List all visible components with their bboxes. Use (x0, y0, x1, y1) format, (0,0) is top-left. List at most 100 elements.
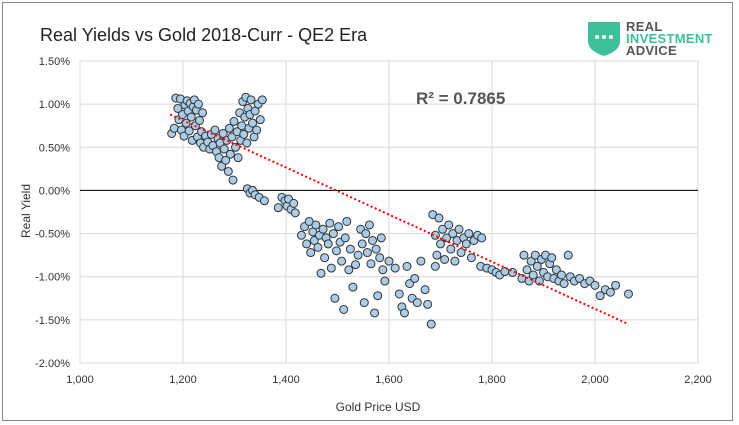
data-point (611, 280, 621, 290)
data-point (311, 220, 321, 230)
data-point (353, 250, 363, 260)
data-point (306, 248, 316, 258)
data-point (373, 291, 383, 301)
data-point (423, 299, 433, 309)
data-point (224, 123, 234, 133)
y-tick-label: -2.00% (35, 358, 70, 370)
data-point (440, 254, 450, 264)
data-point (590, 280, 600, 290)
data-point (257, 95, 267, 105)
data-point (229, 116, 239, 126)
data-point (242, 138, 252, 148)
data-point (198, 108, 208, 118)
data-point (454, 224, 464, 234)
chart-frame: Real Yields vs Gold 2018-Curr - QE2 Era … (2, 2, 733, 421)
data-point (378, 265, 388, 275)
data-point (231, 142, 241, 152)
data-point (375, 253, 385, 263)
data-point (412, 298, 422, 308)
x-tick-label: 1,000 (66, 374, 94, 386)
y-tick-label: 1.00% (39, 99, 70, 111)
data-point (380, 276, 390, 286)
data-point (436, 239, 445, 249)
data-point (252, 125, 262, 135)
data-point (361, 229, 371, 239)
data-point (500, 267, 510, 277)
data-point (557, 270, 567, 280)
x-axis-label: Gold Price USD (336, 400, 421, 414)
data-point (330, 293, 340, 303)
y-tick-label: -1.00% (35, 272, 70, 284)
data-point (169, 123, 179, 133)
data-point (316, 268, 326, 278)
data-point (410, 273, 420, 283)
data-point (218, 128, 228, 138)
data-point (522, 265, 532, 275)
y-axis-label: Real Yield (19, 184, 33, 238)
data-point (239, 129, 249, 139)
data-point (384, 256, 394, 266)
data-point (334, 222, 344, 232)
data-point (313, 242, 323, 252)
data-point (194, 116, 204, 126)
data-point (259, 196, 269, 206)
data-point (302, 239, 312, 249)
data-point (325, 218, 335, 228)
data-point (331, 246, 341, 256)
chart-title: Real Yields vs Gold 2018-Curr - QE2 Era (40, 25, 368, 45)
data-point (370, 308, 380, 318)
data-point (366, 259, 376, 269)
y-tick-label: -1.50% (35, 315, 70, 327)
data-point (434, 213, 444, 223)
data-point (228, 175, 238, 185)
data-point (477, 233, 487, 243)
data-point (444, 220, 454, 230)
data-point (530, 250, 540, 260)
data-point (193, 99, 203, 109)
y-tick-label: 1.50% (39, 56, 70, 68)
data-point (342, 216, 352, 226)
data-point (456, 248, 466, 258)
data-point (221, 155, 231, 165)
data-point (289, 198, 299, 208)
data-point (233, 153, 243, 163)
data-point (248, 118, 258, 128)
data-point (402, 261, 412, 271)
data-point (432, 250, 442, 260)
data-point (337, 256, 347, 266)
data-point (450, 256, 460, 266)
data-point (368, 235, 378, 245)
x-tick-label: 2,000 (581, 374, 609, 386)
data-point (210, 125, 220, 135)
data-point (526, 256, 536, 266)
data-point (344, 265, 354, 275)
x-tick-label: 1,200 (169, 374, 197, 386)
data-point (466, 253, 476, 263)
data-point (219, 144, 229, 154)
data-point (623, 289, 633, 299)
data-point (362, 248, 372, 258)
data-point (438, 224, 448, 234)
data-point (364, 220, 374, 230)
data-point (420, 285, 430, 295)
y-tick-label: 0.50% (39, 142, 70, 154)
data-point (345, 244, 355, 254)
data-point (532, 261, 542, 271)
x-tick-label: 1,400 (272, 374, 300, 386)
data-point (184, 126, 194, 136)
data-point (390, 263, 400, 273)
data-point (186, 112, 196, 122)
data-point (359, 298, 369, 308)
logo: REAL INVESTMENT ADVICE (586, 19, 712, 62)
data-point (357, 239, 367, 249)
data-point (371, 244, 381, 254)
data-point (399, 308, 409, 318)
x-tick-label: 1,600 (375, 374, 403, 386)
trendline (169, 113, 629, 326)
data-point (519, 250, 529, 260)
y-tick-label: 0.00% (39, 185, 70, 197)
r-squared-annotation: R² = 0.7865 (416, 89, 505, 108)
data-point (320, 253, 330, 263)
data-point (426, 319, 436, 329)
data-point (217, 161, 227, 171)
